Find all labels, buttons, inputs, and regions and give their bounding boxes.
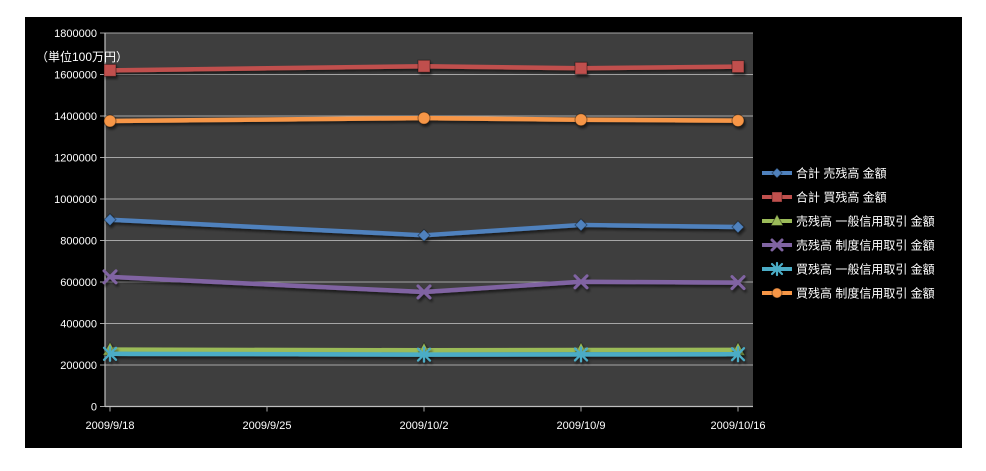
legend-marker-2 (770, 213, 784, 226)
legend-label: 売残高 制度信用取引 金額 (796, 238, 935, 253)
series-marker-5 (731, 114, 745, 128)
legend-label: 買残高 一般信用取引 金額 (796, 262, 935, 277)
series-marker-1 (574, 61, 588, 75)
series-line-5 (107, 115, 741, 124)
axis-label-layer: 0 200000 400000 600000 800000 1000000 1200000 1… (54, 28, 765, 432)
series-marker-4 (416, 347, 432, 362)
legend-item-1: 合計 買残高 金額 (762, 190, 887, 205)
y-tick-label: 800000 (60, 236, 97, 248)
series-marker-3 (730, 275, 746, 291)
legend-item-3: 売残高 制度信用取引 金額 (762, 238, 935, 253)
legend-marker-3 (770, 238, 784, 252)
legend-marker-1 (771, 191, 783, 203)
series-4 (102, 345, 746, 363)
series-marker-1 (731, 60, 745, 74)
legend-item-5: 買残高 制度信用取引 金額 (762, 286, 935, 301)
series-line-4 (107, 351, 741, 357)
series-marker-0 (103, 213, 117, 227)
legend-marker-5 (771, 287, 783, 299)
series-line-3 (107, 274, 741, 295)
series-marker-3 (573, 274, 589, 290)
legend-label: 合計 売残高 金額 (796, 166, 887, 181)
x-tick-label: 2009/10/2 (400, 420, 449, 432)
series-marker-5 (574, 113, 588, 127)
series-line-2 (107, 347, 741, 353)
chart-background-layer (25, 17, 962, 448)
y-tick-label: 400000 (60, 319, 97, 331)
unit-note-label: （単位100万円） (36, 49, 128, 64)
y-tick-label: 1200000 (54, 153, 97, 165)
y-tick-label: 1000000 (54, 194, 97, 206)
legend-label: 売残高 一般信用取引 金額 (796, 214, 935, 229)
x-tick-label: 2009/10/9 (557, 420, 606, 432)
legend-marker-4 (770, 262, 784, 276)
series-marker-3 (416, 284, 432, 300)
legend-marker-0 (771, 167, 783, 179)
series-line-0 (107, 217, 741, 238)
series-marker-4 (102, 346, 118, 361)
legend-item-2: 売残高 一般信用取引 金額 (762, 213, 935, 229)
series-marker-4 (730, 347, 746, 362)
series-marker-1 (417, 59, 431, 73)
series-line-1 (107, 63, 741, 73)
series-1 (103, 59, 745, 77)
series-marker-0 (731, 220, 745, 234)
series-marker-3 (102, 269, 118, 285)
x-tick-label: 2009/9/18 (86, 420, 135, 432)
plot-area (105, 33, 753, 407)
legend-item-4: 買残高 一般信用取引 金額 (762, 262, 935, 277)
y-tick-label: 0 (91, 402, 97, 414)
y-tick-label: 1400000 (54, 111, 97, 123)
series-5 (103, 111, 745, 128)
series-marker-0 (574, 218, 588, 232)
series-layer (102, 59, 746, 363)
legend-label: 合計 買残高 金額 (796, 190, 887, 205)
y-tick-label: 200000 (60, 360, 97, 372)
series-marker-5 (417, 111, 431, 125)
series-0 (103, 213, 745, 243)
y-tick-label: 600000 (60, 277, 97, 289)
y-tick-label: 1600000 (54, 70, 97, 82)
series-marker-4 (573, 347, 589, 362)
legend-label: 買残高 制度信用取引 金額 (796, 286, 935, 301)
series-3 (102, 269, 746, 300)
series-marker-1 (103, 63, 117, 77)
series-marker-0 (417, 228, 431, 243)
series-marker-5 (103, 114, 117, 128)
x-tick-label: 2009/10/16 (710, 420, 765, 432)
x-tick-label: 2009/9/25 (243, 420, 292, 432)
legend-item-0: 合計 売残高 金額 (762, 166, 887, 181)
y-tick-label: 1800000 (54, 28, 97, 40)
